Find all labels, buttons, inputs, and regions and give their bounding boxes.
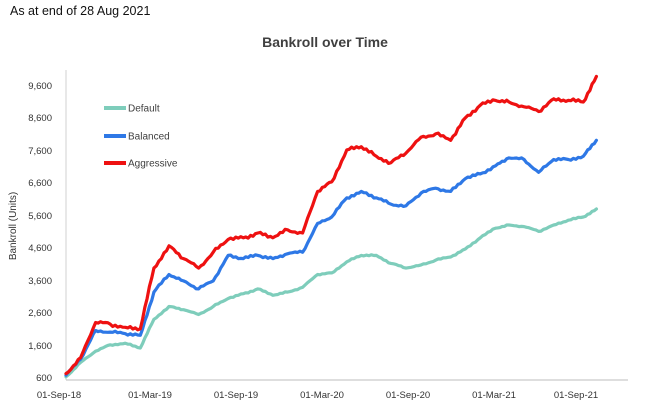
chart-title: Bankroll over Time: [262, 34, 388, 50]
y-tick-label: 1,600: [28, 341, 52, 352]
as-at-note: As at end of 28 Aug 2021: [10, 4, 151, 18]
series-line-aggressive: [64, 74, 598, 376]
legend: Default Balanced Aggressive: [104, 104, 178, 170]
y-tick-label: 600: [36, 373, 52, 384]
y-tick-label: 2,600: [28, 308, 52, 319]
y-tick-label: 7,600: [28, 146, 52, 157]
x-tick-label: 01-Mar-20: [300, 390, 344, 401]
y-tick-label: 5,600: [28, 211, 52, 222]
y-tick-label: 4,600: [28, 243, 52, 254]
series-lines: [64, 74, 598, 379]
legend-label-default: Default: [128, 104, 160, 115]
x-tick-label: 01-Sep-21: [554, 390, 598, 401]
y-tick-labels: 600 1,600 2,600 3,600 4,600 5,600 6,600 …: [28, 81, 52, 384]
x-tick-label: 01-Sep-20: [386, 390, 430, 401]
y-axis-title: Bankroll (Units): [8, 192, 19, 260]
y-tick-label: 6,600: [28, 178, 52, 189]
y-tick-label: 9,600: [28, 81, 52, 92]
x-tick-label: 01-Sep-19: [214, 390, 258, 401]
x-tick-label: 01-Mar-21: [472, 390, 516, 401]
x-tick-label: 01-Sep-18: [37, 390, 81, 401]
series-line-default: [64, 207, 598, 379]
y-tick-label: 3,600: [28, 276, 52, 287]
legend-label-balanced: Balanced: [128, 132, 170, 143]
series-line-balanced: [64, 138, 598, 377]
x-tick-labels: 01-Sep-18 01-Mar-19 01-Sep-19 01-Mar-20 …: [37, 390, 598, 401]
x-tick-label: 01-Mar-19: [128, 390, 172, 401]
legend-label-aggressive: Aggressive: [128, 159, 178, 170]
y-tick-label: 8,600: [28, 113, 52, 124]
